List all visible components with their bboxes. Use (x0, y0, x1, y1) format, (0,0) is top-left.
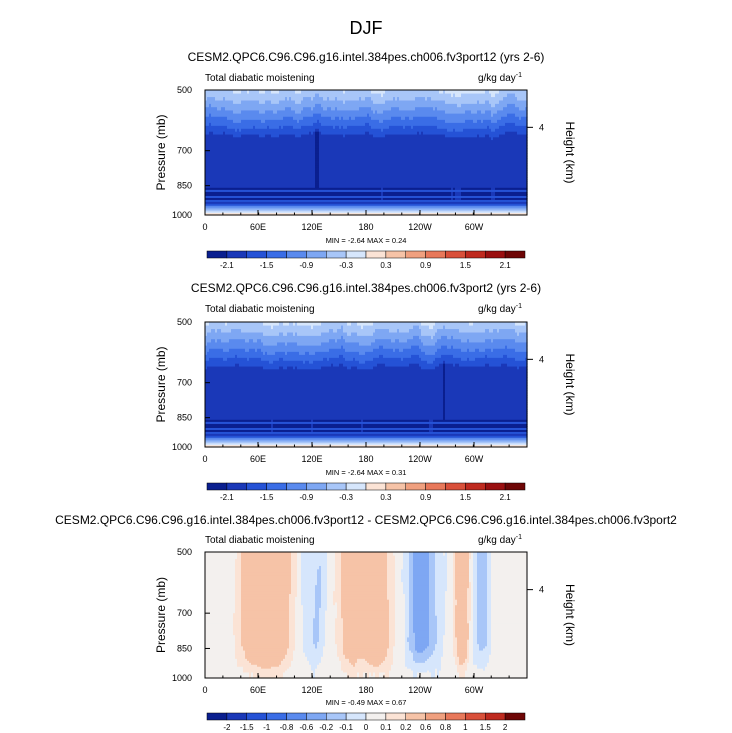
panel-left-label: Total diabatic moistening (205, 73, 315, 84)
panel-title: CESM2.QPC6.C96.C96.g16.intel.384pes.ch00… (188, 50, 545, 64)
panel-units: g/kg day-1 (478, 72, 522, 84)
heatmap-field (205, 90, 528, 216)
panel-1: CESM2.QPC6.C96.C96.g16.intel.384pes.ch00… (154, 50, 577, 270)
figure: DJF CESM2.QPC6.C96.C96.g16.intel.384pes.… (0, 0, 732, 733)
page-title: DJF (350, 18, 383, 38)
